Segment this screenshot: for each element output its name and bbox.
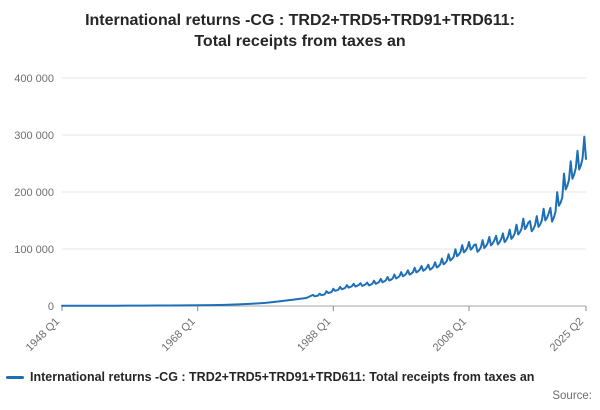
- legend-label: International returns -CG : TRD2+TRD5+TR…: [30, 370, 535, 384]
- svg-text:1988 Q1: 1988 Q1: [295, 316, 333, 354]
- svg-text:100 000: 100 000: [14, 244, 54, 256]
- svg-text:300 000: 300 000: [14, 130, 54, 142]
- legend-line-marker: [6, 375, 24, 379]
- chart-title: International returns -CG : TRD2+TRD5+TR…: [8, 10, 592, 52]
- svg-text:1948 Q1: 1948 Q1: [24, 316, 62, 354]
- chart-title-line2: Total receipts from taxes an: [194, 33, 406, 51]
- svg-text:2008 Q1: 2008 Q1: [431, 316, 469, 354]
- source-note: Source:: [552, 390, 592, 402]
- svg-text:2025 Q2: 2025 Q2: [548, 316, 586, 354]
- svg-text:200 000: 200 000: [14, 187, 54, 199]
- chart-container: International returns -CG : TRD2+TRD5+TR…: [0, 10, 600, 402]
- chart-title-line1: International returns -CG : TRD2+TRD5+TR…: [85, 12, 515, 29]
- svg-text:1968 Q1: 1968 Q1: [159, 316, 197, 354]
- chart-plot: 0 100 000 200 000 300 000 400 000 1948 Q1 1968…: [14, 73, 587, 354]
- svg-text:400 000: 400 000: [14, 73, 54, 85]
- svg-text:0: 0: [48, 301, 54, 313]
- legend-item[interactable]: International returns -CG : TRD2+TRD5+TR…: [6, 370, 600, 384]
